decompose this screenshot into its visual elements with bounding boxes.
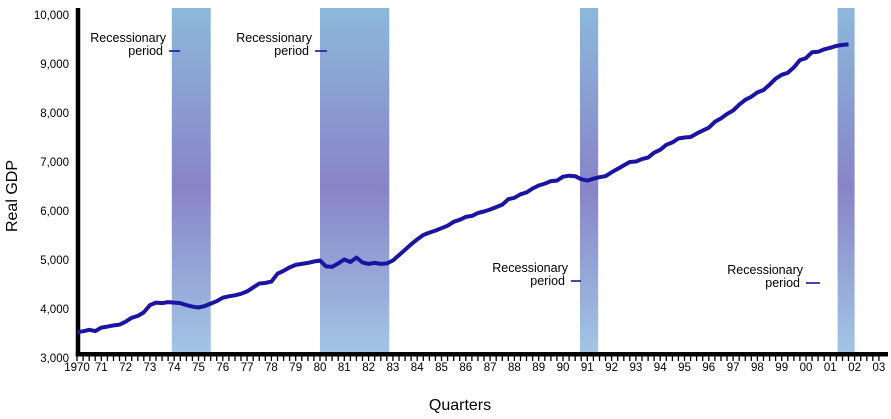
year-tick-label: 71 — [95, 362, 108, 374]
year-tick-label: 89 — [532, 362, 545, 374]
callout-line1: Recessionary — [727, 263, 803, 277]
year-tick-label: 94 — [654, 362, 667, 374]
year-tick-label: 00 — [800, 362, 813, 374]
year-tick-label: 91 — [581, 362, 594, 374]
year-tick-label: 87 — [484, 362, 497, 374]
year-tick-label: 85 — [435, 362, 448, 374]
y-tick-label: 6,000 — [40, 206, 69, 218]
year-tick-label: 98 — [751, 362, 764, 374]
data-series-layer — [76, 42, 849, 334]
y-tick-label: 10,000 — [34, 10, 69, 22]
recession-band — [171, 8, 211, 354]
year-tick-label: 78 — [265, 362, 278, 374]
callouts-layer: RecessionaryperiodRecessionaryperiodRece… — [90, 31, 820, 290]
year-tick-label: 92 — [605, 362, 618, 374]
axes-layer — [75, 8, 888, 361]
recession-band — [837, 8, 855, 354]
y-tick-label: 5,000 — [40, 255, 69, 267]
year-tick-label: 95 — [678, 362, 691, 374]
year-tick-label: 83 — [387, 362, 400, 374]
year-tick-label: 80 — [314, 362, 327, 374]
y-tick-label: 4,000 — [40, 304, 69, 316]
callout-line1: Recessionary — [90, 31, 166, 45]
year-tick-label: 96 — [702, 362, 715, 374]
x-axis-title: Quarters — [429, 397, 491, 414]
y-tick-label: 7,000 — [40, 157, 69, 169]
year-tick-label: 02 — [848, 362, 861, 374]
y-axis-title: Real GDP — [4, 160, 21, 232]
year-tick-label: 72 — [119, 362, 132, 374]
year-tick-label: 86 — [459, 362, 472, 374]
year-tick-label: 77 — [241, 362, 254, 374]
year-tick-label: 81 — [338, 362, 351, 374]
year-tick-label: 88 — [508, 362, 521, 374]
recession-bands-layer — [171, 8, 855, 354]
year-tick-label: 01 — [824, 362, 837, 374]
year-tick-label: 74 — [168, 362, 181, 374]
year-tick-label: 93 — [630, 362, 643, 374]
year-tick-label: 82 — [362, 362, 375, 374]
year-tick-label: 1970 — [64, 362, 90, 374]
callout-line2: period — [128, 44, 163, 58]
year-tick-label: 73 — [144, 362, 157, 374]
year-tick-label: 90 — [557, 362, 570, 374]
callout-line1: Recessionary — [236, 31, 312, 45]
callout-line1: Recessionary — [492, 261, 568, 275]
callout-line2: period — [765, 276, 800, 290]
callout-line2: period — [530, 274, 565, 288]
tick-labels-layer: 3,000 4,000 5,000 6,000 7,000 8,000 9,000 10,00… — [34, 10, 885, 374]
recession-band — [320, 8, 390, 354]
y-tick-label: 3,000 — [40, 353, 69, 365]
real-gdp-line — [76, 42, 849, 334]
y-tick-label: 8,000 — [40, 108, 69, 120]
year-tick-label: 99 — [775, 362, 788, 374]
year-tick-label: 75 — [192, 362, 205, 374]
year-tick-label: 79 — [289, 362, 302, 374]
year-tick-label: 84 — [411, 362, 424, 374]
callout-line2: period — [274, 44, 309, 58]
y-tick-label: 9,000 — [40, 59, 69, 71]
year-tick-label: 76 — [216, 362, 229, 374]
year-tick-label: 03 — [873, 362, 886, 374]
year-tick-label: 97 — [727, 362, 740, 374]
